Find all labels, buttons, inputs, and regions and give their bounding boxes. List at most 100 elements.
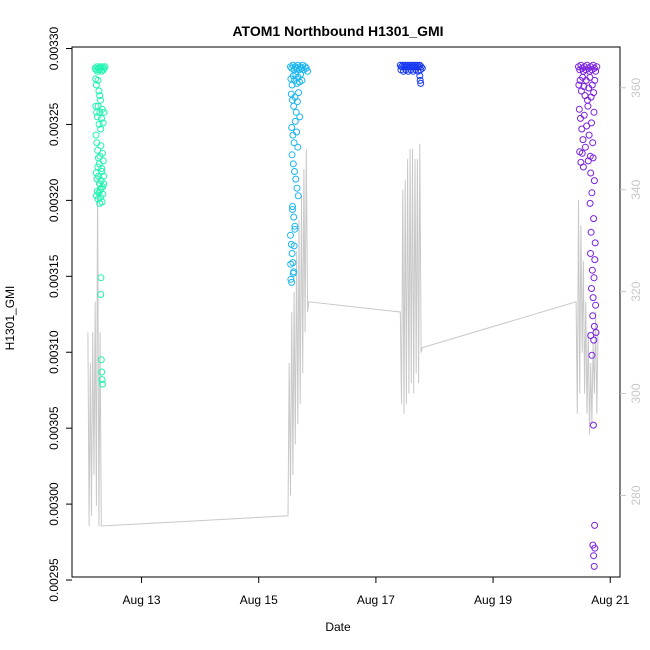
data-point: [592, 301, 600, 309]
y-axis-right: 280 300 320 340 360: [620, 77, 643, 506]
plot-frame: [71, 46, 621, 578]
data-point: [294, 192, 302, 200]
data-point: [585, 131, 593, 139]
data-point: [588, 189, 596, 197]
y2-tick-label: 340: [629, 179, 643, 199]
y-tick-label: 0.00315: [47, 254, 61, 298]
data-point: [589, 154, 597, 162]
data-point: [94, 76, 102, 84]
data-point: [291, 117, 299, 125]
data-point: [293, 128, 301, 136]
y2-tick-label: 360: [629, 77, 643, 97]
data-point: [579, 163, 587, 171]
data-point: [290, 139, 298, 147]
data-point: [97, 125, 105, 133]
data-point: [591, 76, 599, 84]
y-tick-label: 0.00330: [47, 26, 61, 70]
data-point: [100, 172, 107, 180]
y-tick-label: 0.00300: [47, 482, 61, 526]
data-points-layer: [91, 61, 601, 570]
data-point: [99, 190, 107, 198]
data-point: [417, 79, 425, 87]
data-point: [590, 108, 598, 116]
series-4: [575, 61, 601, 570]
data-point: [289, 160, 297, 168]
data-point: [588, 351, 596, 359]
data-point: [304, 67, 312, 75]
data-point: [98, 168, 106, 175]
y2-tick-label: 320: [629, 281, 643, 301]
data-point: [588, 119, 595, 127]
data-point: [97, 274, 105, 282]
data-point: [588, 266, 596, 274]
y-tick-label: 0.00305: [47, 406, 61, 450]
data-point: [291, 225, 299, 233]
data-point: [589, 421, 597, 429]
data-point: [97, 356, 105, 364]
data-point: [289, 203, 296, 210]
y-tick-label: 0.00295: [47, 558, 61, 602]
data-point: [100, 108, 108, 116]
y2-tick-label: 280: [629, 485, 643, 505]
data-point: [287, 260, 295, 268]
data-point: [581, 143, 589, 151]
data-point: [592, 67, 600, 75]
data-point: [580, 111, 588, 119]
data-point: [580, 83, 588, 90]
x-tick-label: Aug 19: [474, 593, 512, 607]
data-point: [575, 105, 583, 113]
series-2: [287, 61, 312, 286]
data-point: [589, 312, 597, 320]
data-point: [592, 329, 600, 336]
data-point: [101, 63, 109, 71]
y-axis-left: 0.00295 0.00300 0.00305 0.00310 0.00315 0.003…: [47, 26, 72, 602]
data-point: [98, 368, 106, 376]
data-point: [289, 259, 297, 267]
data-point: [586, 73, 594, 81]
data-point: [591, 544, 599, 552]
data-point: [290, 213, 298, 221]
data-point: [95, 87, 103, 95]
data-point: [586, 199, 594, 207]
data-point: [92, 81, 100, 89]
x-tick-label: Aug 15: [240, 593, 278, 607]
data-point: [584, 102, 592, 110]
data-point: [292, 175, 300, 183]
data-point: [92, 131, 100, 139]
data-point: [99, 119, 107, 127]
data-point: [96, 92, 104, 100]
data-point: [589, 61, 597, 69]
data-point: [587, 250, 594, 257]
data-point: [99, 380, 106, 388]
x-tick-label: Aug 13: [123, 593, 161, 607]
data-point: [590, 215, 598, 223]
data-point: [590, 562, 598, 570]
data-point: [589, 139, 597, 147]
data-point: [98, 376, 106, 384]
y-tick-label: 0.00320: [47, 178, 61, 222]
data-point: [98, 198, 106, 206]
data-point: [587, 169, 595, 177]
secondary-line-layer: [87, 143, 599, 527]
data-point: [590, 274, 598, 282]
series-1: [91, 63, 109, 388]
data-point: [97, 142, 105, 150]
data-point: [97, 96, 104, 104]
data-point: [94, 163, 102, 171]
data-point: [287, 275, 295, 283]
data-point: [98, 114, 105, 122]
x-tick-label: Aug 17: [357, 593, 395, 607]
data-point: [416, 72, 424, 80]
data-point: [287, 231, 294, 239]
data-point: [288, 124, 296, 131]
data-point: [292, 108, 300, 116]
data-point: [294, 143, 302, 151]
data-point: [579, 136, 587, 144]
data-point: [591, 239, 599, 247]
data-point: [99, 183, 107, 191]
data-point: [99, 149, 106, 157]
data-point: [591, 521, 599, 529]
data-point: [97, 291, 105, 298]
data-point: [295, 89, 303, 97]
